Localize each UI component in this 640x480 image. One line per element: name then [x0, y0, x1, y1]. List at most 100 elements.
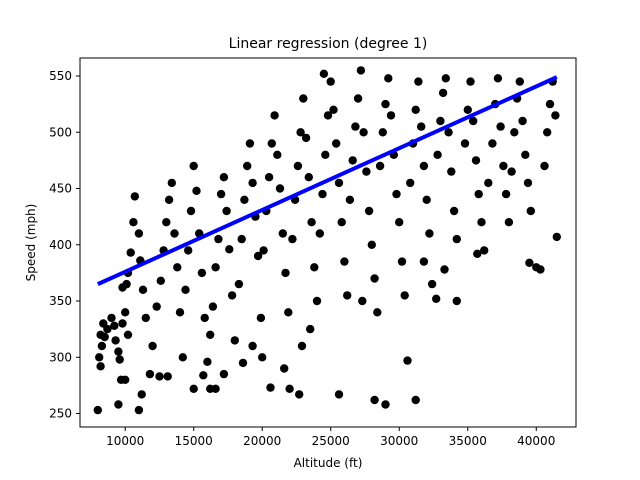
data-point [411, 395, 420, 405]
x-tick-label: 40000 [517, 434, 555, 448]
data-point [197, 268, 207, 278]
data-point [163, 372, 172, 381]
data-point [319, 69, 329, 79]
data-point [348, 156, 357, 165]
data-point [452, 296, 461, 306]
data-point [493, 74, 503, 83]
data-point [248, 178, 257, 188]
data-point [433, 150, 442, 159]
data-point [138, 285, 148, 294]
data-point [155, 372, 164, 381]
data-point [219, 173, 229, 182]
data-point [488, 139, 497, 148]
data-point [280, 364, 289, 373]
data-point [225, 245, 234, 254]
data-point [237, 234, 246, 244]
data-point [515, 77, 524, 86]
data-point [126, 248, 135, 257]
data-point [164, 195, 174, 204]
data-point [480, 246, 489, 255]
data-point [137, 390, 146, 399]
data-point [243, 161, 252, 171]
data-point [248, 341, 257, 351]
x-axis-label: Altitude (ft) [294, 456, 363, 470]
data-point [370, 274, 379, 283]
data-point [378, 128, 387, 137]
data-point [123, 330, 133, 339]
data-point [281, 268, 290, 278]
data-point [367, 240, 376, 249]
data-point [288, 234, 297, 244]
data-point [110, 321, 119, 330]
data-point [178, 353, 187, 362]
data-point [364, 206, 374, 216]
data-point [386, 111, 396, 120]
data-point [403, 356, 412, 365]
data-point [545, 99, 555, 109]
data-point [362, 167, 371, 176]
data-point [192, 186, 201, 195]
chart-title: Linear regression (degree 1) [229, 36, 428, 52]
data-point [273, 150, 282, 159]
x-tick-label: 35000 [449, 434, 487, 448]
data-point [432, 294, 441, 303]
data-point [301, 133, 311, 143]
data-point [253, 251, 263, 261]
data-point [214, 234, 223, 244]
plot-area-frame [79, 57, 577, 428]
x-tick-label: 10000 [106, 434, 144, 448]
data-point [129, 218, 138, 227]
data-point [427, 279, 437, 289]
data-point [107, 313, 116, 323]
data-point [121, 308, 130, 317]
data-point [444, 128, 453, 137]
data-point [469, 116, 478, 126]
data-point [256, 313, 266, 323]
y-tick-label: 400 [49, 238, 72, 252]
data-point [356, 66, 366, 75]
data-point [304, 173, 313, 182]
data-point [381, 400, 390, 409]
data-point [148, 341, 157, 351]
data-point [162, 218, 171, 227]
data-point [337, 218, 346, 227]
data-point [285, 384, 294, 393]
data-point [156, 276, 165, 285]
data-point [422, 195, 431, 204]
data-point [293, 161, 303, 171]
data-point [130, 192, 139, 201]
data-point [417, 122, 426, 131]
data-point [234, 279, 244, 289]
data-point [216, 189, 226, 199]
x-axis-ticks: 10000 15000 20000 25000 30000 35000 40000 [106, 427, 555, 448]
data-point [358, 296, 367, 306]
data-point [114, 347, 123, 356]
data-point [353, 94, 363, 103]
data-point [296, 128, 305, 137]
data-point [186, 206, 196, 216]
data-point [152, 302, 161, 311]
data-point [295, 390, 304, 399]
data-point [310, 263, 319, 272]
data-point [441, 74, 450, 83]
data-point [406, 178, 415, 188]
data-point [501, 189, 511, 199]
data-point [526, 206, 535, 216]
data-point [395, 218, 404, 227]
data-point [452, 234, 461, 244]
data-point [351, 122, 360, 131]
data-point [525, 258, 534, 267]
data-point [121, 375, 130, 384]
data-point [471, 156, 481, 165]
data-point [266, 383, 275, 392]
data-point [189, 161, 198, 171]
data-point [297, 341, 307, 351]
x-tick-label: 25000 [312, 434, 350, 448]
data-point [141, 313, 150, 323]
data-point [299, 94, 308, 103]
data-point [145, 369, 155, 379]
data-point [312, 296, 322, 306]
x-tick-label: 30000 [380, 434, 418, 448]
data-point [206, 330, 215, 339]
